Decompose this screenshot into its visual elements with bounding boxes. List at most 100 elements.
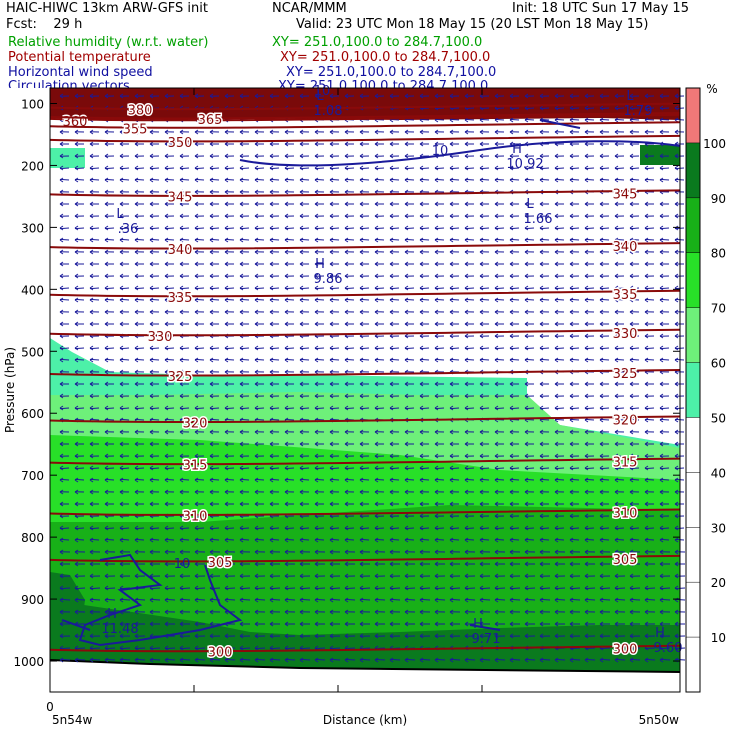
vector-head (599, 453, 604, 459)
vector-head (269, 309, 274, 315)
vector-head (119, 597, 124, 603)
vector-head (164, 153, 169, 159)
vector-head (344, 573, 349, 579)
vector-head (464, 561, 469, 567)
vector (599, 598, 611, 601)
vector-head (419, 345, 424, 351)
vector-head (449, 261, 454, 267)
vector-head (674, 129, 679, 135)
valid-time: Valid: 23 UTC Mon 18 May 15 (20 LST Mon … (296, 17, 649, 32)
vector-head (584, 165, 589, 171)
vector-head (239, 345, 244, 351)
vector-head (179, 489, 184, 495)
vector (179, 598, 191, 601)
vector-head (314, 189, 319, 195)
vector-head (194, 657, 199, 663)
vector-head (59, 525, 64, 531)
vector-head (74, 129, 79, 135)
vector-head (554, 129, 559, 135)
vector-head (554, 333, 559, 339)
vector-head (179, 381, 184, 387)
vector-head (284, 657, 289, 663)
vector-head (644, 261, 649, 267)
vector-head (449, 177, 454, 183)
vector-head (554, 165, 559, 171)
vector (419, 587, 431, 590)
vector-head (149, 621, 154, 627)
vector-head (209, 249, 214, 255)
vector-head (374, 501, 379, 507)
vector (239, 658, 251, 661)
vector-head (614, 249, 619, 255)
vector-head (134, 309, 139, 315)
rh-region (50, 572, 85, 655)
vector-head (299, 273, 304, 279)
vector-head (359, 201, 364, 207)
vector-head (134, 261, 139, 267)
vector-head (374, 201, 379, 207)
vector-head (599, 117, 604, 123)
vector-head (314, 381, 319, 387)
vector-head (254, 285, 259, 291)
vector-head (239, 489, 244, 495)
vector-head (404, 489, 409, 495)
vector-head (254, 309, 259, 315)
vector-head (329, 501, 334, 507)
vector-head (524, 309, 529, 315)
vector-head (614, 261, 619, 267)
vector-head (149, 465, 154, 471)
vector-head (599, 405, 604, 411)
vector-head (539, 525, 544, 531)
vector-head (149, 429, 154, 435)
vector-head (59, 153, 64, 159)
vector-head (239, 165, 244, 171)
vector-head (569, 609, 574, 615)
vector-head (464, 177, 469, 183)
vector-head (314, 549, 319, 555)
vector-head (164, 537, 169, 543)
vector-head (269, 249, 274, 255)
vector-head (554, 465, 559, 471)
vector-head (119, 393, 124, 399)
vector-head (629, 273, 634, 279)
vector-head (554, 321, 559, 327)
model-title: HAIC-HIWC 13km ARW-GFS init (6, 1, 208, 16)
vector-head (584, 309, 589, 315)
vector-head (314, 621, 319, 627)
vector-head (509, 657, 514, 663)
vector-head (659, 201, 664, 207)
vector (509, 658, 521, 661)
vector-head (284, 405, 289, 411)
vector-head (74, 285, 79, 291)
y-tick-label: 600 (21, 407, 44, 421)
vector-head (449, 429, 454, 435)
vector-head (479, 345, 484, 351)
vector-head (59, 477, 64, 483)
vector-head (494, 537, 499, 543)
vector-head (344, 225, 349, 231)
vector-head (644, 297, 649, 303)
vector-head (194, 453, 199, 459)
vector-head (254, 201, 259, 207)
vector-head (74, 501, 79, 507)
vector-head (344, 489, 349, 495)
vector-head (584, 93, 589, 99)
vector (104, 658, 116, 661)
vector-head (269, 561, 274, 567)
vector (254, 647, 266, 650)
vector-head (104, 585, 109, 591)
vector-head (464, 393, 469, 399)
vector-head (479, 273, 484, 279)
vector-head (179, 189, 184, 195)
vector-head (194, 621, 199, 627)
vector-head (164, 441, 169, 447)
vector-head (314, 597, 319, 603)
vector (584, 658, 596, 661)
vector-head (179, 657, 184, 663)
vector-head (449, 393, 454, 399)
vector-head (134, 357, 139, 363)
vector-head (584, 441, 589, 447)
vector-head (554, 381, 559, 387)
vector-head (284, 237, 289, 243)
rh-shading (49, 88, 681, 692)
